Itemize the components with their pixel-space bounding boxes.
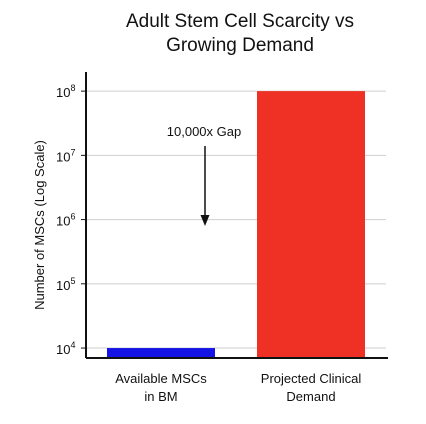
gap-annotation: 10,000x Gap — [167, 124, 241, 226]
bar-0 — [107, 348, 215, 358]
chart-title-line-1: Adult Stem Cell Scarcity vs — [125, 11, 355, 32]
x-category-label-0-line-1: in BM — [144, 389, 177, 404]
x-category-label-1-line-1: Demand — [286, 389, 335, 404]
axes — [85, 72, 388, 359]
y-tick-label-3: 107 — [56, 147, 75, 164]
y-axis-label: Number of MSCs (Log Scale) — [32, 140, 47, 310]
x-category-label-0-line-0: Available MSCs — [115, 371, 207, 386]
x-category-label-1-line-0: Projected Clinical — [261, 371, 362, 386]
y-tick-label-1: 105 — [56, 276, 75, 293]
y-tick-label-0: 104 — [56, 340, 75, 357]
gap-arrow-head — [200, 215, 210, 226]
y-tick-labels: 104 105 106 107 108 — [56, 83, 86, 357]
chart-title-line-2: Growing Demand — [166, 35, 314, 56]
y-tick-label-2: 106 — [56, 212, 75, 229]
gap-annotation-label: 10,000x Gap — [167, 124, 241, 139]
bars — [107, 91, 365, 358]
chart-title: Adult Stem Cell Scarcity vs Growing Dema… — [70, 10, 410, 58]
x-category-labels: Available MSCs in BM Projected Clinical Dem… — [115, 371, 361, 404]
y-tick-label-4: 108 — [56, 83, 75, 100]
bar-1 — [257, 91, 365, 358]
